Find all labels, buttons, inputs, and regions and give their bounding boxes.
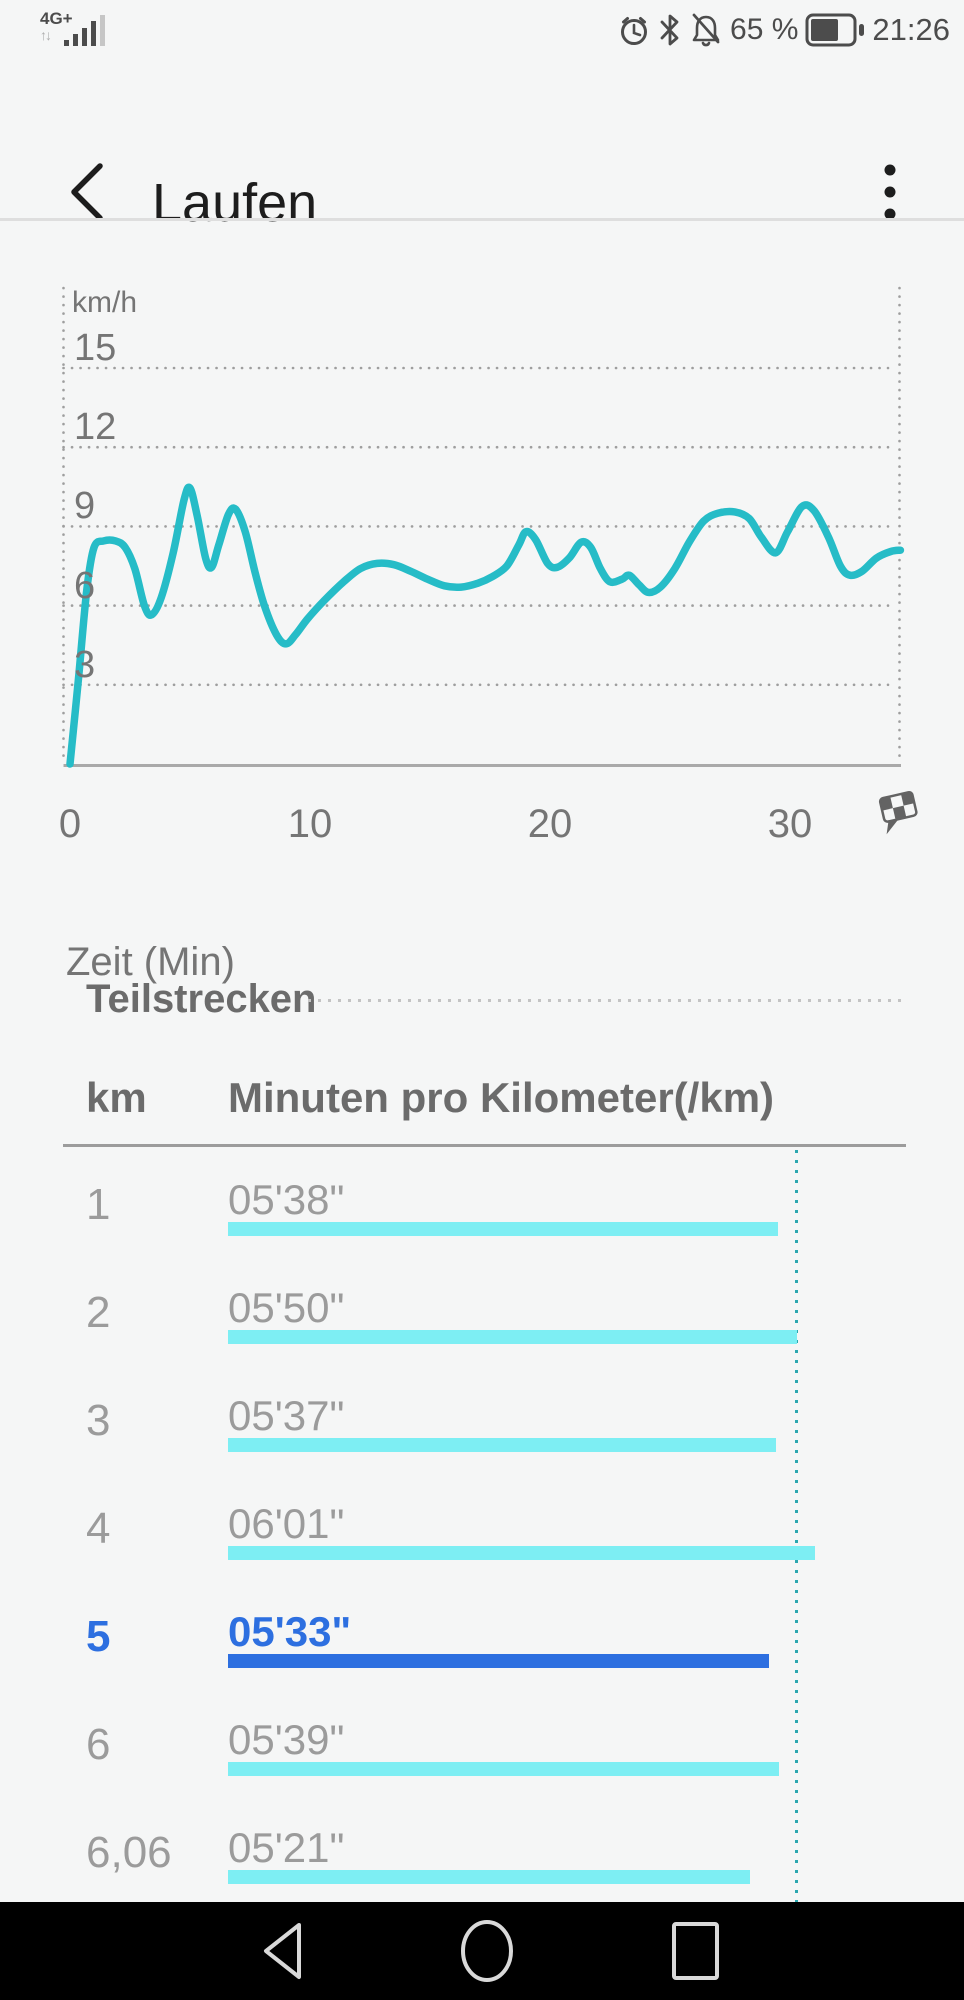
clock-label: 21:26 — [872, 12, 950, 47]
more-options-button[interactable] — [866, 160, 914, 224]
split-pace-bar — [228, 1762, 779, 1776]
x-axis-tick-label: 0 — [58, 802, 82, 846]
split-km-label: 5 — [86, 1612, 111, 1661]
average-pace-reference-line — [795, 1150, 798, 1902]
split-row: 6,06 05'21" — [0, 1798, 964, 1906]
column-header-km: km — [86, 1074, 147, 1121]
split-pace-label: 05'50" — [228, 1284, 345, 1331]
notifications-off-icon — [692, 13, 720, 47]
splits-title-dotted-rule — [308, 999, 906, 1002]
split-km-label: 6,06 — [86, 1828, 172, 1877]
android-nav-bar — [0, 1902, 964, 2000]
split-pace-label: 05'39" — [228, 1716, 345, 1763]
x-axis-title: Zeit (Min) — [66, 940, 235, 984]
y-axis-tick-label: 15 — [74, 327, 117, 369]
split-km-label: 3 — [86, 1396, 111, 1445]
table-header-rule — [63, 1144, 906, 1147]
kebab-menu-icon — [884, 164, 896, 220]
column-header-pace: Minuten pro Kilometer(/km) — [228, 1074, 775, 1121]
x-axis-tick-label: 20 — [527, 802, 573, 846]
split-pace-label: 06'01" — [228, 1500, 345, 1547]
split-km-label: 4 — [86, 1504, 111, 1553]
status-bar: 4G+ ↑↓ 65 % 21:26 — [0, 0, 964, 60]
bluetooth-icon — [660, 14, 679, 46]
split-pace-label: 05'37" — [228, 1392, 345, 1439]
split-row: 5 05'33" — [0, 1582, 964, 1690]
split-pace-label: 05'38" — [228, 1176, 345, 1223]
battery-percent-label: 65 % — [730, 13, 799, 46]
nav-recents-button[interactable] — [672, 1922, 719, 1980]
splits-section-title: Teilstrecken — [86, 977, 317, 1021]
back-chevron-icon — [71, 163, 103, 221]
split-pace-bar — [228, 1654, 769, 1668]
split-row: 3 05'37" — [0, 1366, 964, 1474]
split-km-label: 1 — [86, 1180, 111, 1229]
network-type-label: 4G+ — [40, 9, 73, 28]
split-pace-bar — [228, 1330, 797, 1344]
split-km-label: 2 — [86, 1288, 111, 1337]
split-pace-bar — [228, 1546, 815, 1560]
y-axis-unit-label: km/h — [72, 286, 138, 319]
splits-table: 1 05'38" 2 05'50" 3 05'37" 4 06'01" 5 05'33" 6 05'3… — [0, 1150, 964, 1902]
header-divider — [0, 218, 964, 221]
page-title: Laufen — [152, 173, 318, 233]
y-axis-tick-label: 3 — [74, 643, 96, 686]
checkered-flag-icon — [878, 790, 918, 835]
y-axis-tick-label: 12 — [74, 406, 117, 449]
split-row: 2 05'50" — [0, 1258, 964, 1366]
network-activity-arrows-icon: ↑↓ — [40, 27, 52, 43]
alarm-icon — [621, 17, 648, 45]
app-header: Laufen — [0, 60, 964, 233]
split-row: 1 05'38" — [0, 1150, 964, 1258]
split-pace-bar — [228, 1222, 778, 1236]
back-button[interactable] — [58, 158, 118, 226]
split-row: 6 05'39" — [0, 1690, 964, 1798]
split-pace-label: 05'21" — [228, 1824, 345, 1871]
speed-line — [66, 483, 905, 768]
split-pace-label: 05'33" — [228, 1608, 352, 1655]
x-axis-tick-label: 10 — [287, 802, 333, 846]
split-pace-bar — [228, 1870, 750, 1884]
y-axis-tick-label: 9 — [74, 485, 96, 528]
split-row: 4 06'01" — [0, 1474, 964, 1582]
battery-icon — [805, 13, 865, 47]
split-km-label: 6 — [86, 1720, 111, 1769]
x-axis-tick-label: 30 — [767, 802, 813, 846]
split-pace-bar — [228, 1438, 776, 1452]
nav-home-button[interactable] — [461, 1920, 513, 1982]
nav-back-button[interactable] — [264, 1923, 301, 1979]
signal-bars-icon — [64, 15, 105, 46]
y-axis-tick-label: 6 — [74, 564, 96, 607]
